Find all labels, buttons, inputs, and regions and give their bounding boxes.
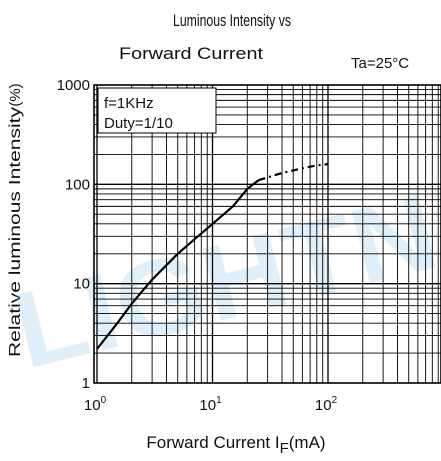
watermark: LIGHTN [2,170,441,391]
chart-title-line1: Luminous Intensity vs [173,11,291,30]
grid [94,85,441,383]
x-axis-label: Forward Current IF(mA) [146,433,325,457]
annotation-box: f=1KHz Duty=1/10 [97,87,217,134]
x-tick-label: 102 [315,395,338,414]
y-axis-unit: (%) [7,83,24,106]
annotation-duty: Duty=1/10 [104,115,173,132]
annotation-frequency: f=1KHz [104,95,154,112]
y-tick-label: 100 [65,176,90,193]
x-axis-label-subscript: F [280,440,289,457]
condition-label: Ta=25°C [351,55,409,72]
y-tick-label: 1 [82,375,90,392]
series-curve [96,163,329,350]
plot-frame [93,84,441,384]
x-tick-label: 100 [84,395,107,414]
y-tick-label: 1000 [57,77,90,94]
y-tick-labels: 1 10 100 1000 [57,77,90,392]
y-axis-label: Relative luminous Intensity [7,107,24,357]
x-axis-label-unit: (mA) [289,433,326,452]
x-tick-labels: 100 101 102 [84,395,338,414]
y-tick-label: 10 [73,276,90,293]
series-line-solid [96,179,260,350]
x-tick-label: 101 [199,395,222,414]
series-line-dashed [258,163,329,182]
chart-title-line2: Forward Current [119,44,263,63]
x-axis-label-main: Forward Current I [146,433,279,452]
